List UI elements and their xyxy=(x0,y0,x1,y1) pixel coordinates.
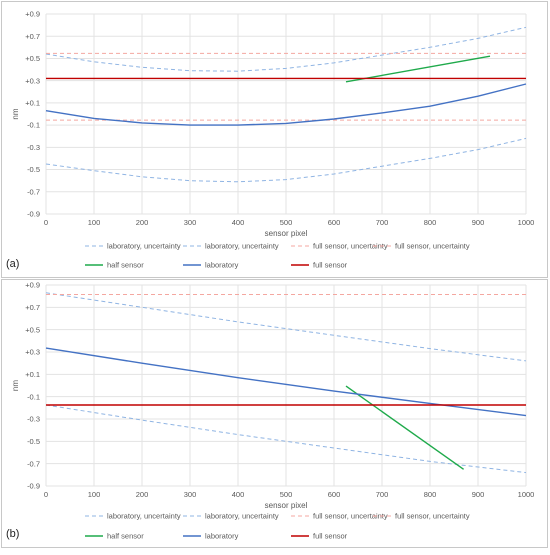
legend-label: half sensor xyxy=(107,261,144,270)
legend-label: full sensor, uncertainty xyxy=(395,242,470,251)
series-line-4 xyxy=(345,55,491,83)
y-tick-label: +0.5 xyxy=(25,54,40,63)
x-tick-label: 600 xyxy=(328,490,341,499)
x-tick-label: 200 xyxy=(136,490,149,499)
legend-label: laboratory xyxy=(205,532,239,541)
x-tick-label: 900 xyxy=(472,218,485,227)
x-tick-label: 400 xyxy=(232,218,245,227)
legend-label: half sensor xyxy=(107,532,144,541)
legend-label: laboratory, uncertainty xyxy=(107,512,181,521)
x-tick-label: 300 xyxy=(184,490,197,499)
legend-label: full sensor xyxy=(313,532,348,541)
legend-label: full sensor, uncertainty xyxy=(313,512,388,521)
y-tick-label: -0.5 xyxy=(27,437,40,446)
y-tick-label: -0.9 xyxy=(27,482,40,491)
y-tick-label: -0.1 xyxy=(27,121,40,130)
legend-label: laboratory, uncertainty xyxy=(107,242,181,251)
x-tick-label: 100 xyxy=(88,218,101,227)
x-tick-label: 400 xyxy=(232,490,245,499)
y-tick-label: -0.3 xyxy=(27,143,40,152)
x-tick-label: 800 xyxy=(424,490,437,499)
panel-label: (a) xyxy=(6,258,19,270)
y-tick-label: +0.9 xyxy=(25,281,40,290)
y-tick-label: -0.9 xyxy=(27,210,40,219)
legend-label: laboratory xyxy=(205,261,239,270)
x-tick-label: 800 xyxy=(424,218,437,227)
x-tick-label: 700 xyxy=(376,218,389,227)
legend-label: full sensor xyxy=(313,261,348,270)
y-tick-label: -0.3 xyxy=(27,415,40,424)
y-tick-label: -0.7 xyxy=(27,459,40,468)
series-line-5 xyxy=(45,83,527,126)
chart-panel-0: 0 100 200 300 400 500 600 700 800 900 1000 -0.9 -0.7… xyxy=(1,1,548,278)
y-tick-label: +0.1 xyxy=(25,370,40,379)
y-axis-title: nm xyxy=(11,108,20,119)
series-line-0 xyxy=(45,26,527,72)
x-tick-label: 0 xyxy=(44,490,48,499)
y-tick-label: +0.9 xyxy=(25,10,40,19)
y-tick-label: +0.3 xyxy=(25,348,40,357)
x-tick-label: 500 xyxy=(280,490,293,499)
x-tick-label: 100 xyxy=(88,490,101,499)
legend-label: full sensor, uncertainty xyxy=(395,512,470,521)
x-tick-label: 700 xyxy=(376,490,389,499)
panel-frame xyxy=(1,279,548,548)
y-tick-label: +0.7 xyxy=(25,32,40,41)
x-tick-label: 600 xyxy=(328,218,341,227)
legend-label: laboratory, uncertainty xyxy=(205,512,279,521)
legend-label: full sensor, uncertainty xyxy=(313,242,388,251)
y-axis-title: nm xyxy=(11,380,20,391)
y-tick-label: +0.5 xyxy=(25,325,40,334)
series-line-1 xyxy=(45,404,527,474)
x-tick-label: 1000 xyxy=(518,218,535,227)
legend-label: laboratory, uncertainty xyxy=(205,242,279,251)
y-tick-label: -0.5 xyxy=(27,165,40,174)
y-tick-label: +0.3 xyxy=(25,76,40,85)
x-tick-label: 900 xyxy=(472,490,485,499)
x-tick-label: 500 xyxy=(280,218,293,227)
chart-panel-1: 0 100 200 300 400 500 600 700 800 900 1000 -0.9 -0.7… xyxy=(1,279,548,548)
y-tick-label: +0.1 xyxy=(25,98,40,107)
panel-frame xyxy=(1,1,548,278)
panel-label: (b) xyxy=(6,528,19,540)
series-line-0 xyxy=(45,292,527,362)
y-tick-label: -0.7 xyxy=(27,187,40,196)
x-tick-label: 200 xyxy=(136,218,149,227)
series-line-1 xyxy=(45,137,527,183)
x-tick-label: 0 xyxy=(44,218,48,227)
x-tick-label: 300 xyxy=(184,218,197,227)
x-axis-title: sensor pixel xyxy=(265,501,308,510)
y-tick-label: +0.7 xyxy=(25,303,40,312)
x-axis-title: sensor pixel xyxy=(265,229,308,238)
y-tick-label: -0.1 xyxy=(27,392,40,401)
x-tick-label: 1000 xyxy=(518,490,535,499)
series-line-4 xyxy=(345,385,465,470)
